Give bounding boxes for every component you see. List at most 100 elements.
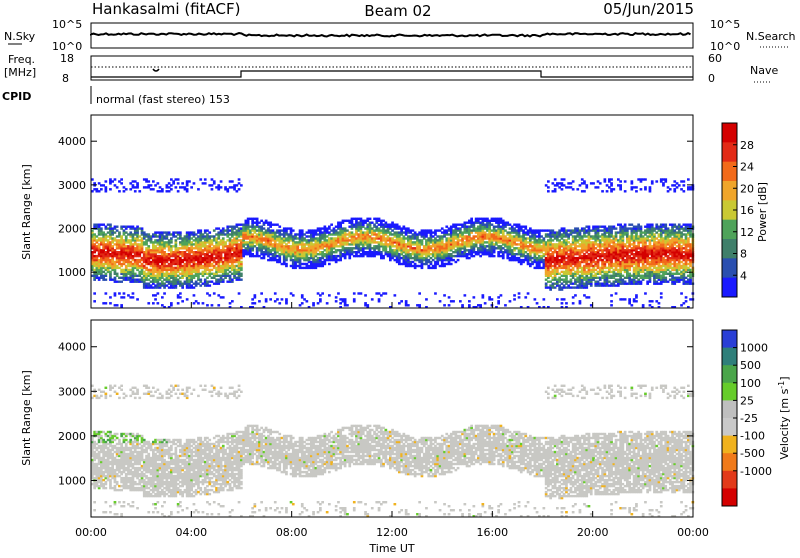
power-cell <box>622 226 625 228</box>
power-cell <box>100 237 103 239</box>
power-cell <box>610 294 613 296</box>
power-cell <box>552 269 555 271</box>
power-cell <box>181 182 184 184</box>
power-cell <box>152 188 155 190</box>
power-cell <box>552 229 555 231</box>
power-cell <box>245 220 248 222</box>
power-cell <box>594 247 597 249</box>
power-cell <box>482 218 485 220</box>
power-cell <box>181 265 184 267</box>
power-cell <box>211 281 214 283</box>
power-cell <box>434 292 437 294</box>
power-cell <box>276 243 279 245</box>
power-cell <box>163 235 166 237</box>
power-cell <box>175 267 178 269</box>
power-cell <box>346 233 349 235</box>
power-cell <box>335 249 338 251</box>
power-cell <box>461 224 464 226</box>
power-cell <box>511 235 514 237</box>
power-cell <box>504 235 507 237</box>
power-cell <box>292 229 295 231</box>
power-cell <box>434 237 437 239</box>
power-cell <box>360 218 363 220</box>
power-cell <box>414 241 417 243</box>
power-cell <box>134 279 137 281</box>
power-cell <box>543 253 546 255</box>
power-cell <box>515 229 518 231</box>
power-cell <box>116 265 119 267</box>
power-cell <box>166 231 169 233</box>
power-cell <box>590 235 593 237</box>
power-cell <box>351 231 354 233</box>
power-cell <box>394 294 397 296</box>
power-cell <box>206 273 209 275</box>
power-cell <box>524 255 527 257</box>
power-cell <box>312 302 315 304</box>
power-cell <box>583 265 586 267</box>
power-cell <box>166 253 169 255</box>
power-cell <box>116 239 119 241</box>
power-cell <box>531 241 534 243</box>
power-cell <box>120 277 123 279</box>
power-cell <box>473 255 476 257</box>
power-cell <box>563 284 566 286</box>
power-cell <box>317 253 320 255</box>
power-cell <box>400 300 403 302</box>
power-cell <box>197 229 200 231</box>
power-cell <box>276 255 279 257</box>
power-cell <box>421 239 424 241</box>
power-cell <box>375 233 378 235</box>
power-cell <box>443 294 446 296</box>
power-cell <box>150 249 153 251</box>
power-cell <box>457 227 460 229</box>
power-cell <box>613 188 616 190</box>
power-cell <box>518 292 521 294</box>
power-cell <box>500 294 503 296</box>
power-cell <box>222 227 225 229</box>
power-cell <box>114 178 117 180</box>
power-cell <box>599 253 602 255</box>
power-cell <box>229 229 232 231</box>
power-cell <box>468 300 471 302</box>
power-cell <box>308 229 311 231</box>
power-cell <box>238 188 241 190</box>
power-cell <box>197 283 200 285</box>
power-cell <box>403 255 406 257</box>
power-cell <box>335 255 338 257</box>
power-cell <box>536 235 539 237</box>
power-cell <box>615 284 618 286</box>
power-cell <box>179 277 182 279</box>
freq-unit-label: [MHz] <box>4 66 36 79</box>
power-cell <box>150 261 153 263</box>
power-cell <box>527 253 530 255</box>
power-cell <box>452 300 455 302</box>
power-cell <box>154 298 157 300</box>
power-cell <box>353 292 356 294</box>
power-cell <box>434 261 437 263</box>
power-cell <box>229 237 232 239</box>
power-cell <box>213 283 216 285</box>
power-cell <box>534 298 537 300</box>
power-cell <box>317 237 320 239</box>
power-cell <box>328 263 331 265</box>
power-cell <box>617 224 620 226</box>
power-cell <box>107 231 110 233</box>
power-cell <box>572 180 575 182</box>
power-cell <box>552 182 555 184</box>
power-cell <box>552 190 555 192</box>
power-cell <box>601 233 604 235</box>
power-cell <box>558 284 561 286</box>
power-cell <box>344 220 347 222</box>
power-cell <box>572 302 575 304</box>
power-cell <box>132 184 135 186</box>
power-cell <box>441 235 444 237</box>
power-cell <box>626 227 629 229</box>
power-cell <box>181 251 184 253</box>
power-cell <box>330 224 333 226</box>
power-cell <box>606 227 609 229</box>
power-cell <box>147 283 150 285</box>
power-cell <box>166 265 169 267</box>
power-cell <box>199 178 202 180</box>
power-cell <box>369 218 372 220</box>
power-cell <box>217 184 220 186</box>
